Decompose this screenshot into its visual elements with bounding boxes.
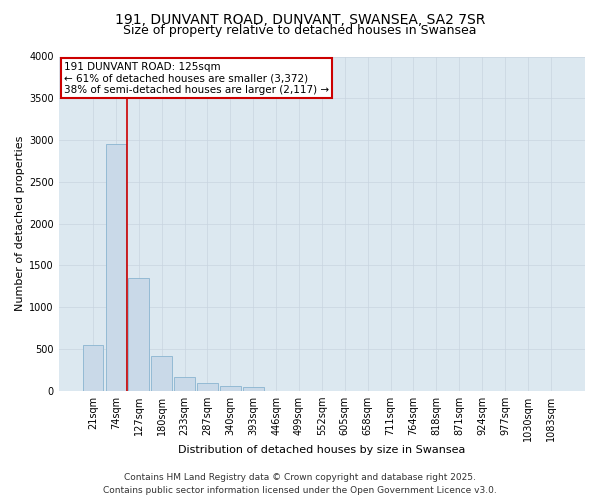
Bar (151, 356, 172, 390)
Bar (128, 278, 149, 390)
Bar (243, 388, 263, 390)
Text: Contains HM Land Registry data © Crown copyright and database right 2025.
Contai: Contains HM Land Registry data © Crown c… (103, 474, 497, 495)
Bar (174, 377, 195, 390)
X-axis label: Distribution of detached houses by size in Swansea: Distribution of detached houses by size … (178, 445, 466, 455)
Text: 191 DUNVANT ROAD: 125sqm
← 61% of detached houses are smaller (3,372)
38% of sem: 191 DUNVANT ROAD: 125sqm ← 61% of detach… (64, 62, 329, 94)
Text: 191, DUNVANT ROAD, DUNVANT, SWANSEA, SA2 7SR: 191, DUNVANT ROAD, DUNVANT, SWANSEA, SA2… (115, 12, 485, 26)
Bar (197, 383, 218, 390)
Bar (106, 144, 126, 390)
Bar (220, 386, 241, 390)
Text: Size of property relative to detached houses in Swansea: Size of property relative to detached ho… (123, 24, 477, 37)
Bar (83, 345, 103, 391)
Y-axis label: Number of detached properties: Number of detached properties (15, 136, 25, 312)
